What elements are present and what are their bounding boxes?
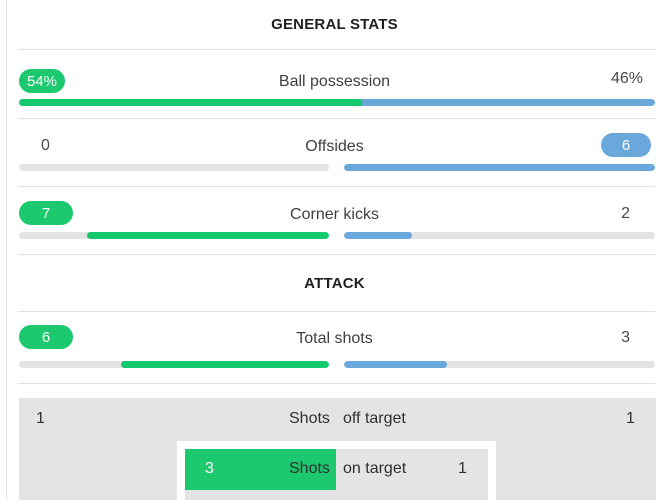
shots-off-right-label: off target bbox=[343, 410, 406, 427]
home-bar-fill bbox=[121, 361, 329, 368]
home-track bbox=[19, 232, 329, 239]
possession-away-bar bbox=[362, 99, 655, 106]
stat-label: Ball possession bbox=[278, 73, 391, 90]
shots-on-left-label: Shots bbox=[289, 460, 330, 477]
away-bar-fill bbox=[344, 361, 447, 368]
home-value-pill: 6 bbox=[19, 325, 73, 349]
away-track bbox=[344, 164, 655, 171]
stat-label: Offsides bbox=[305, 138, 364, 155]
away-bar-fill bbox=[344, 164, 655, 171]
attack-title: ATTACK bbox=[304, 275, 365, 292]
divider bbox=[18, 311, 655, 312]
stat-label: Total shots bbox=[296, 330, 373, 347]
home-track bbox=[19, 164, 329, 171]
divider bbox=[18, 49, 655, 50]
shots-off-away-value: 1 bbox=[626, 410, 635, 427]
away-value-pill: 6 bbox=[601, 133, 651, 157]
home-bar-fill bbox=[87, 232, 329, 239]
divider bbox=[18, 254, 655, 255]
shots-off-home-value: 1 bbox=[36, 410, 45, 427]
home-value: 0 bbox=[41, 137, 50, 154]
left-border bbox=[6, 0, 7, 500]
home-value-pill: 54% bbox=[19, 69, 65, 93]
away-bar-fill bbox=[344, 232, 413, 239]
divider bbox=[18, 383, 655, 384]
shots-on-home-value: 3 bbox=[205, 460, 214, 477]
general-stats-title: GENERAL STATS bbox=[271, 16, 398, 33]
shots-off-left-label: Shots bbox=[289, 410, 330, 427]
away-track bbox=[344, 361, 655, 368]
divider bbox=[18, 186, 655, 187]
away-value: 2 bbox=[621, 205, 630, 222]
home-track bbox=[19, 361, 329, 368]
shots-on-right-label: on target bbox=[343, 460, 407, 477]
possession-home-bar bbox=[19, 99, 362, 106]
away-track bbox=[344, 232, 655, 239]
home-value-pill: 7 bbox=[19, 201, 73, 225]
away-value: 46% bbox=[610, 70, 643, 87]
stat-label: Corner kicks bbox=[290, 206, 379, 223]
shots-on-target-home-block bbox=[185, 449, 336, 490]
shots-on-away-value: 1 bbox=[458, 460, 467, 477]
divider bbox=[18, 118, 655, 119]
away-value: 3 bbox=[621, 329, 630, 346]
